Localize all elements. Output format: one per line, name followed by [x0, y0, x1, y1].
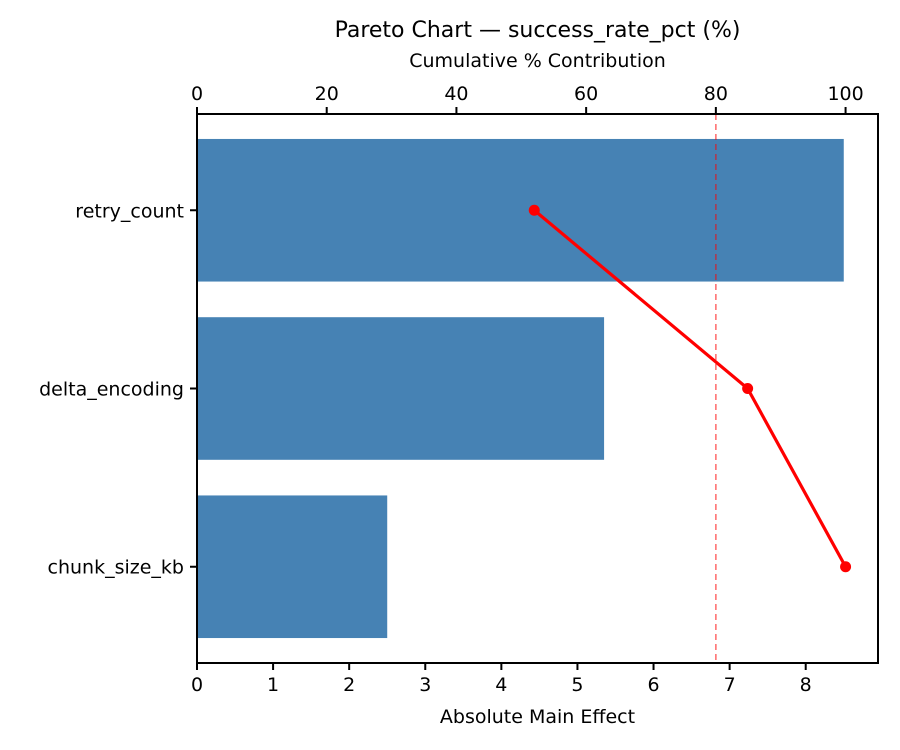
bottom-tick-label: 0: [191, 674, 203, 696]
category-label-retry_count: retry_count: [75, 200, 184, 222]
category-label-chunk_size_kb: chunk_size_kb: [48, 557, 184, 579]
bottom-tick-label: 7: [724, 674, 736, 696]
top-tick-label: 100: [827, 83, 863, 105]
top-tick-label: 20: [315, 83, 339, 105]
top-tick-label: 40: [444, 83, 468, 105]
top-axis-label: Cumulative % Contribution: [409, 50, 666, 72]
bottom-axis-label: Absolute Main Effect: [439, 706, 636, 728]
bar-retry_count: [197, 138, 844, 282]
cumulative-marker-retry_count: [528, 204, 540, 216]
category-label-delta_encoding: delta_encoding: [39, 379, 184, 401]
top-tick-label: 60: [574, 83, 598, 105]
bottom-tick-label: 8: [800, 674, 812, 696]
cumulative-marker-chunk_size_kb: [840, 561, 852, 573]
bottom-tick-label: 4: [495, 674, 507, 696]
bar-delta_encoding: [197, 317, 605, 460]
cumulative-marker-delta_encoding: [742, 383, 754, 394]
bar-chunk_size_kb: [197, 495, 388, 639]
top-tick-label: 0: [191, 83, 203, 105]
bottom-tick-label: 2: [343, 674, 355, 696]
chart-title: Pareto Chart — success_rate_pct (%): [334, 18, 741, 43]
bottom-tick-label: 3: [419, 674, 431, 696]
top-tick-label: 80: [704, 83, 728, 105]
bottom-tick-label: 1: [267, 674, 279, 696]
bottom-tick-label: 5: [571, 674, 583, 696]
bottom-tick-label: 6: [647, 674, 659, 696]
